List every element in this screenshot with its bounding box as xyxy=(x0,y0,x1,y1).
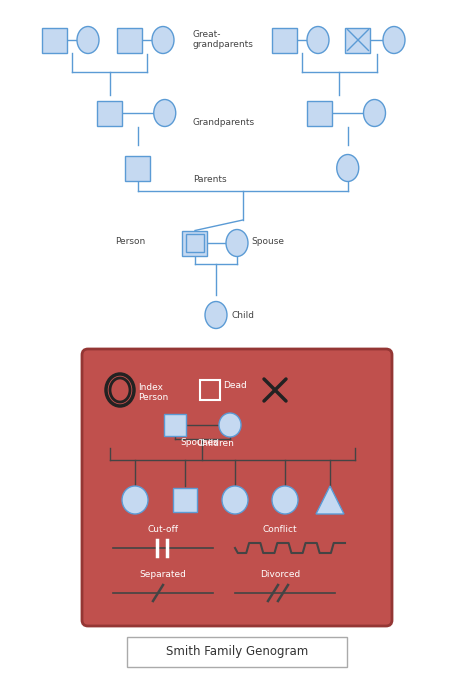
Text: Separated: Separated xyxy=(139,570,186,579)
Ellipse shape xyxy=(205,302,227,328)
Ellipse shape xyxy=(272,486,298,514)
Bar xyxy=(186,234,204,251)
Text: Child: Child xyxy=(232,311,255,319)
Ellipse shape xyxy=(219,413,241,437)
Bar xyxy=(126,155,151,181)
Text: Conflict: Conflict xyxy=(263,525,297,534)
Ellipse shape xyxy=(106,374,134,406)
Ellipse shape xyxy=(383,27,405,54)
Bar xyxy=(118,27,143,52)
Text: Cut-off: Cut-off xyxy=(147,525,179,534)
Bar xyxy=(307,100,332,126)
Ellipse shape xyxy=(110,378,130,402)
Bar xyxy=(164,414,186,436)
Ellipse shape xyxy=(307,27,329,54)
FancyBboxPatch shape xyxy=(82,349,392,626)
Ellipse shape xyxy=(222,486,248,514)
Polygon shape xyxy=(316,486,344,514)
Ellipse shape xyxy=(154,100,176,126)
Ellipse shape xyxy=(337,155,359,181)
Bar xyxy=(200,380,220,400)
Text: Index
Person: Index Person xyxy=(138,383,168,403)
Bar xyxy=(43,27,67,52)
Text: Spouses: Spouses xyxy=(180,438,218,447)
Text: Smith Family Genogram: Smith Family Genogram xyxy=(166,646,308,659)
Text: Spouse: Spouse xyxy=(251,237,284,246)
Ellipse shape xyxy=(226,229,248,256)
Bar xyxy=(127,637,347,667)
Ellipse shape xyxy=(77,27,99,54)
Bar xyxy=(97,100,122,126)
Ellipse shape xyxy=(364,100,385,126)
Ellipse shape xyxy=(122,486,148,514)
Text: Parents: Parents xyxy=(193,175,227,184)
Text: Dead: Dead xyxy=(223,381,247,390)
Ellipse shape xyxy=(152,27,174,54)
Text: Grandparents: Grandparents xyxy=(193,118,255,127)
Text: Person: Person xyxy=(115,237,145,246)
Text: Children: Children xyxy=(196,439,234,448)
Bar xyxy=(273,27,298,52)
Text: Great-
grandparents: Great- grandparents xyxy=(193,30,254,49)
Text: Divorced: Divorced xyxy=(260,570,300,579)
Bar xyxy=(182,231,208,256)
Bar xyxy=(173,488,197,512)
Bar xyxy=(346,27,371,52)
